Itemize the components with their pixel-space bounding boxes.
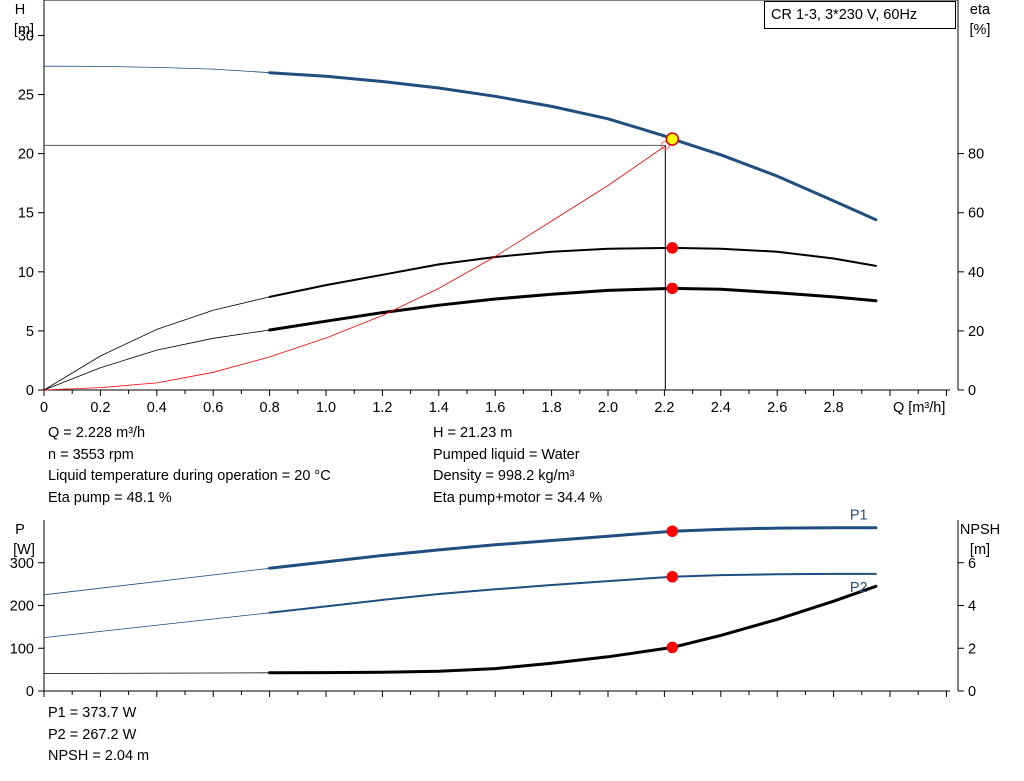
y-left-axis-label: [W]: [13, 542, 35, 558]
x-tick-label: 2.2: [654, 400, 674, 416]
y-right-tick-label: 6: [968, 556, 976, 572]
y-right-tick-label: 20: [968, 324, 984, 340]
x-tick-label: 1.0: [316, 400, 336, 416]
curve-0-0-extrapolated-line: [43, 65, 270, 74]
x-tick-label: 0.2: [90, 400, 110, 416]
p1-line: [268, 526, 878, 570]
y-right-tick-label: 0: [968, 684, 976, 700]
operating-point-marker: [666, 525, 679, 537]
y-left-axis-label: [m]: [14, 22, 34, 38]
y-left-tick-label: 200: [10, 599, 34, 615]
y-left-tick-label: 100: [10, 641, 34, 657]
eta-pump-readout: Eta pump = 48.1 %: [48, 489, 172, 506]
y-left-tick-label: 20: [18, 147, 34, 163]
y-right-axis-label: [%]: [970, 22, 991, 38]
y-left-tick-label: 30: [18, 28, 34, 44]
legend-text: CR 1-3, 3*230 V, 60Hz: [771, 7, 918, 23]
x-tick-label: 2.0: [598, 400, 618, 416]
speed-readout: n = 3553 rpm: [48, 446, 134, 463]
y-left-tick-label: 300: [10, 556, 34, 572]
curve-0-2-line: [268, 286, 878, 332]
y-left-tick-label: 10: [18, 265, 34, 281]
npsh-readout: NPSH = 2.04 m: [48, 748, 150, 764]
operating-info-left: Q = 2.228 m³/h n = 3553 rpm Liquid tempe…: [48, 423, 331, 509]
eta-pump-motor-readout: Eta pump+motor = 34.4 %: [433, 489, 603, 506]
flow-readout: Q = 2.228 m³/h: [48, 425, 146, 441]
y-left-axis-label: P: [15, 522, 25, 538]
curve-0-0-line: [268, 71, 878, 222]
y-right-axis-label: eta: [970, 2, 991, 18]
curve-1-2-extrapolated-line: [43, 672, 270, 674]
curve-0-1-extrapolated-line: [43, 296, 270, 391]
x-tick-label: 2.8: [824, 400, 844, 416]
y-right-tick-label: 40: [968, 265, 984, 281]
y-right-tick-label: 60: [968, 206, 984, 222]
p2-extrapolated-line: [43, 612, 270, 638]
curve-0-3-line: [43, 146, 665, 391]
x-tick-label: 2.4: [711, 400, 731, 416]
p1-readout: P1 = 373.7 W: [48, 705, 137, 721]
density-readout: Density = 998.2 kg/m³: [433, 468, 575, 484]
operating-point-marker: [666, 282, 679, 295]
curve-1-2-line: [268, 584, 878, 675]
y-right-axis-label: NPSH: [960, 522, 1000, 538]
p1-extrapolated-line: [43, 567, 270, 596]
x-tick-label: 1.2: [372, 400, 392, 416]
x-tick-label: 1.4: [429, 400, 449, 416]
liquid-temperature-readout: Liquid temperature during operation = 20…: [48, 468, 331, 484]
curve-0-1-line: [268, 246, 877, 298]
curve-0-2-extrapolated-line: [43, 329, 270, 391]
operating-point-ring: [660, 140, 670, 150]
x-tick-label: 0.6: [203, 400, 223, 416]
operating-point-marker: [665, 132, 680, 146]
pumped-liquid-readout: Pumped liquid = Water: [433, 446, 580, 463]
y-right-tick-label: 2: [968, 641, 976, 657]
operating-point-marker: [666, 641, 679, 654]
operating-point-marker: [666, 571, 679, 583]
y-right-tick-label: 80: [968, 147, 984, 163]
y-right-axis-label: [m]: [970, 542, 990, 558]
power-info: P1 = 373.7 W P2 = 267.2 W NPSH = 2.04 m: [48, 703, 149, 768]
x-tick-label: 1.6: [485, 400, 505, 416]
y-right-tick-label: 0: [968, 383, 976, 399]
y-left-tick-label: 0: [26, 383, 34, 399]
x-axis-label: Q [m³/h]: [893, 400, 945, 416]
legend-box: CR 1-3, 3*230 V, 60Hz: [764, 1, 956, 29]
p2-line: [268, 572, 877, 614]
series-label-p1: P1: [850, 508, 868, 524]
p2-readout: P2 = 267.2 W: [48, 726, 137, 743]
y-left-tick-label: 25: [18, 88, 34, 104]
x-tick-label: 0.4: [147, 400, 167, 416]
head-readout: H = 21.23 m: [433, 425, 513, 441]
operating-info-right: H = 21.23 m Pumped liquid = Water Densit…: [433, 423, 602, 509]
y-left-tick-label: 15: [18, 206, 34, 222]
x-tick-label: 0.8: [260, 400, 280, 416]
y-left-tick-label: 5: [26, 324, 34, 340]
y-right-tick-label: 4: [968, 599, 976, 615]
x-tick-label: 0: [40, 400, 48, 416]
x-tick-label: 2.6: [767, 400, 787, 416]
x-tick-label: 1.8: [542, 400, 562, 416]
operating-point-marker: [666, 242, 679, 254]
series-label-p2: P2: [850, 580, 868, 596]
y-left-axis-label: H: [15, 2, 25, 18]
y-left-tick-label: 0: [26, 684, 34, 700]
